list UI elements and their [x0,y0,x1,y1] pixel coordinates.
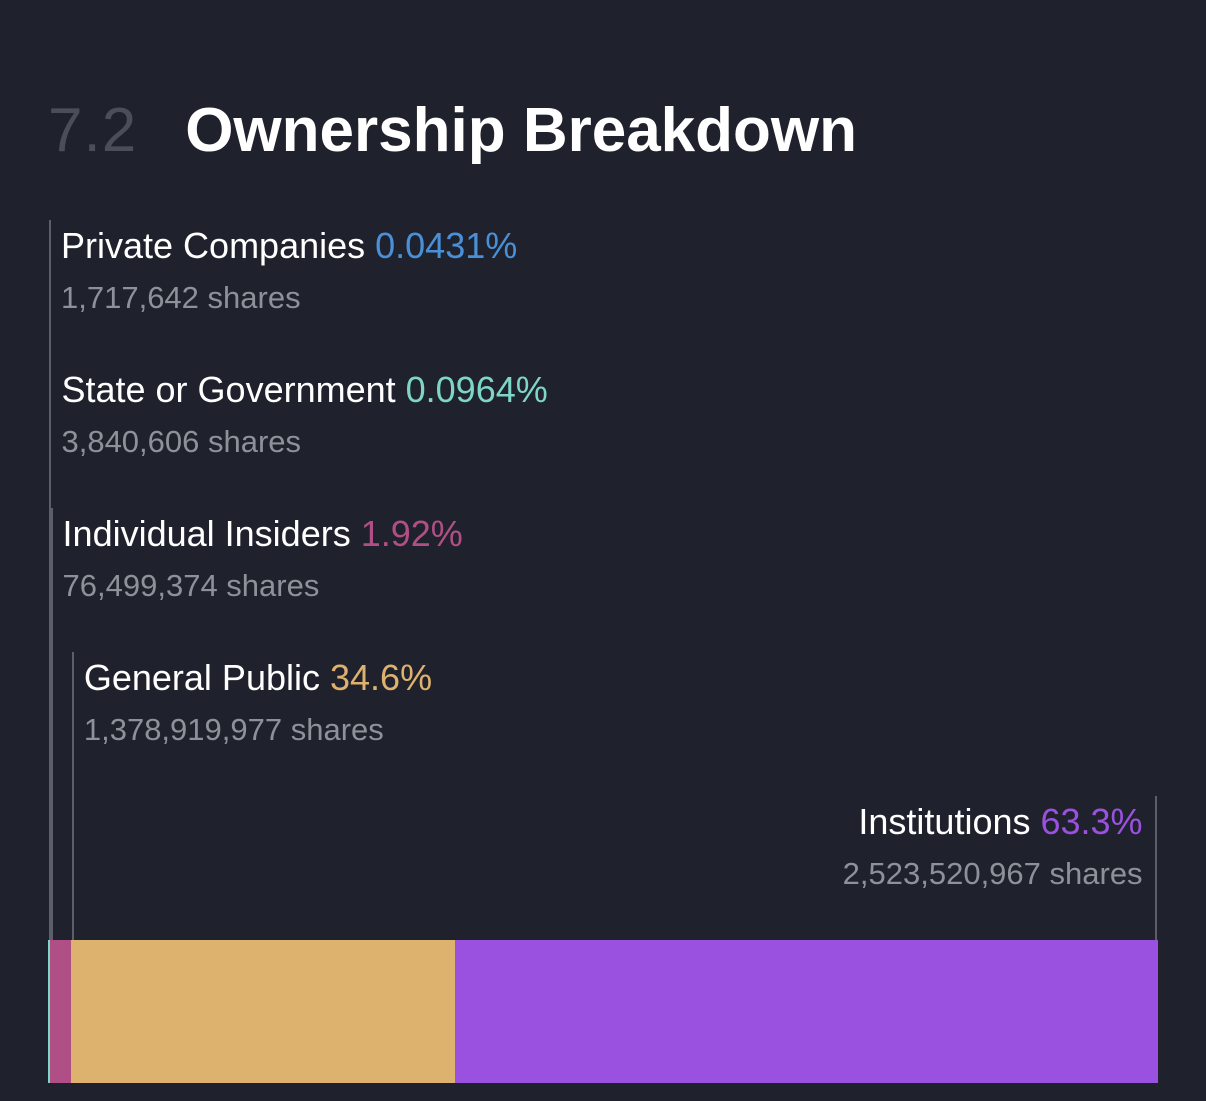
percent-label: 1.92% [360,513,463,554]
section-title: Ownership Breakdown [185,96,858,165]
label-individual-insiders: Individual Insiders 1.92% 76,499,374 share… [63,510,463,606]
label-institutions: Institutions 63.3% 2,523,520,967 shares [843,798,1143,894]
category-label: State or Government [61,369,396,410]
label-title: State or Government 0.0964% [61,366,547,414]
label-title: Institutions 63.3% [843,798,1143,846]
category-label: Private Companies [61,225,366,266]
category-label: Individual Insiders [62,513,351,554]
shares-label: 3,840,606 shares [61,424,302,459]
shares-label: 76,499,374 shares [62,568,320,603]
category-label: General Public [83,657,320,698]
label-title: General Public 34.6% [84,654,432,702]
label-general-public: General Public 34.6% 1,378,919,977 shares [84,654,432,750]
label-private-companies: Private Companies 0.0431% 1,717,642 shares [61,222,517,318]
section-header: 7.2 Ownership Breakdown [48,95,857,175]
shares-label: 1,717,642 shares [61,280,301,315]
leader-line-general-public [71,652,74,940]
shares-label: 2,523,520,967 shares [842,856,1143,891]
section-number: 7.2 [48,96,138,165]
percent-label: 0.0431% [375,225,518,266]
bar-segment-state-or-government [48,940,50,1083]
leader-line-state-or-government [49,364,52,940]
bar-segment-institutions [454,940,1158,1083]
percent-label: 63.3% [1040,801,1143,842]
bar-segment-private-companies [48,940,49,1083]
label-title: Private Companies 0.0431% [61,222,517,270]
label-state-or-government: State or Government 0.0964% 3,840,606 shar… [61,366,547,462]
leader-line-institutions [1154,796,1157,940]
bar-segment-individual-insiders [49,940,71,1083]
percent-label: 0.0964% [405,369,548,410]
leader-line-individual-insiders [50,508,53,940]
bar-segment-general-public [70,940,455,1083]
shares-label: 1,378,919,977 shares [83,712,384,747]
label-title: Individual Insiders 1.92% [63,510,463,558]
percent-label: 34.6% [330,657,433,698]
category-label: Institutions [858,801,1031,842]
